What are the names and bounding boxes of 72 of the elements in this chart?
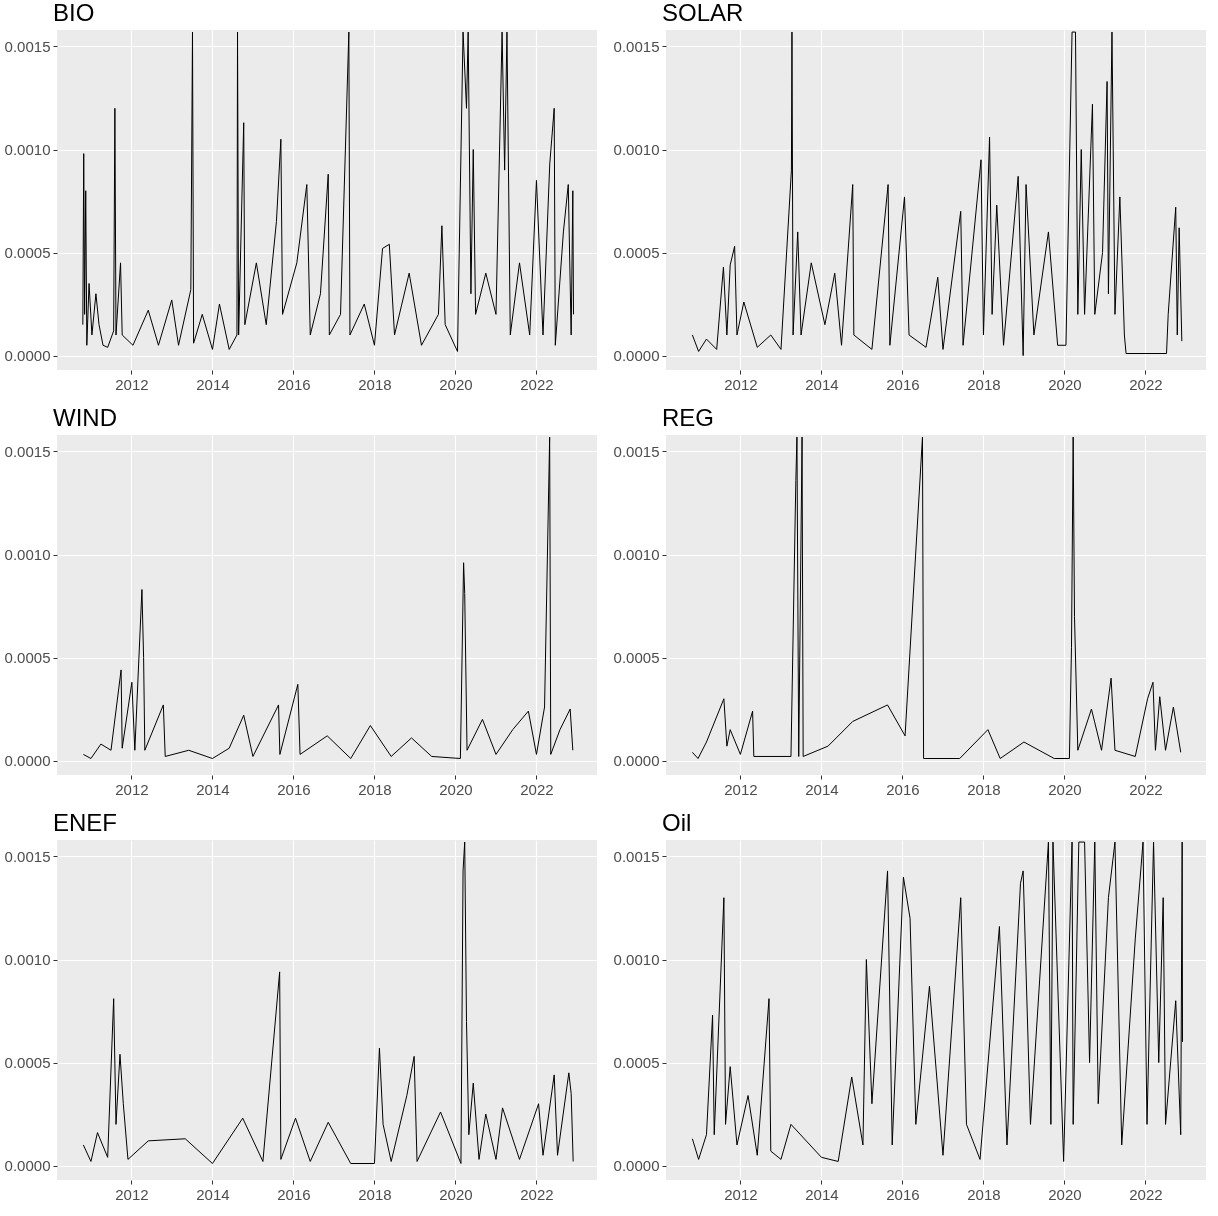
x-tick-label: 2022 (520, 375, 554, 393)
line-series (691, 841, 1183, 1162)
chart-title: Oil (662, 809, 692, 836)
y-tick-label: 0.0015 (4, 442, 51, 460)
y-tick-label: 0.0000 (613, 1157, 660, 1175)
y-tick-label: 0.0000 (4, 752, 51, 770)
chart-title: ENEF (53, 809, 118, 836)
y-tick-label: 0.0010 (4, 951, 51, 969)
x-tick-label: 2018 (358, 375, 392, 393)
x-tick-label: 2016 (886, 375, 920, 393)
x-tick-label: 2012 (724, 1185, 758, 1203)
x-tick-label: 2016 (277, 1185, 311, 1203)
x-tick-label: 2020 (1048, 780, 1082, 798)
y-tick-label: 0.0015 (613, 37, 660, 55)
x-tick-label: 2012 (724, 375, 758, 393)
y-tick-label: 0.0005 (4, 649, 51, 667)
x-tick-label: 2018 (967, 1185, 1001, 1203)
y-tick-label: 0.0010 (613, 546, 660, 564)
chart-title: WIND (53, 404, 117, 431)
line-series (691, 31, 1183, 357)
x-tick-label: 2014 (196, 1185, 230, 1203)
line-series (691, 436, 1182, 760)
y-tick-label: 0.0000 (4, 347, 51, 365)
x-tick-label: 2014 (805, 780, 839, 798)
line-series (82, 436, 574, 760)
x-tick-label: 2016 (277, 780, 311, 798)
x-tick-label: 2012 (115, 375, 149, 393)
x-tick-label: 2022 (1129, 1185, 1163, 1203)
x-tick-label: 2020 (439, 1185, 473, 1203)
chart-title: BIO (53, 0, 95, 26)
line-series (82, 841, 574, 1165)
x-tick-label: 2016 (277, 375, 311, 393)
y-tick-label: 0.0005 (4, 1054, 51, 1072)
x-tick-label: 2022 (520, 1185, 554, 1203)
y-tick-label: 0.0000 (4, 1157, 51, 1175)
x-tick-label: 2022 (1129, 375, 1163, 393)
x-tick-label: 2020 (1048, 1185, 1082, 1203)
x-tick-label: 2020 (439, 375, 473, 393)
chart-title: REG (662, 404, 715, 431)
y-tick-label: 0.0005 (613, 244, 660, 262)
x-tick-label: 2018 (967, 780, 1001, 798)
x-tick-label: 2022 (520, 780, 554, 798)
y-tick-label: 0.0015 (4, 37, 51, 55)
x-tick-label: 2012 (115, 780, 149, 798)
y-tick-label: 0.0015 (4, 847, 51, 865)
y-tick-label: 0.0010 (613, 141, 660, 159)
x-tick-label: 2014 (196, 780, 230, 798)
y-tick-label: 0.0010 (4, 141, 51, 159)
y-tick-label: 0.0010 (613, 951, 660, 969)
x-tick-label: 2020 (439, 780, 473, 798)
x-tick-label: 2018 (358, 780, 392, 798)
y-tick-label: 0.0015 (613, 442, 660, 460)
x-tick-label: 2016 (886, 780, 920, 798)
x-tick-label: 2018 (358, 1185, 392, 1203)
y-tick-label: 0.0010 (4, 546, 51, 564)
x-tick-label: 2020 (1048, 375, 1082, 393)
x-tick-label: 2012 (115, 1185, 149, 1203)
y-tick-label: 0.0000 (613, 347, 660, 365)
x-tick-label: 2014 (805, 1185, 839, 1203)
y-tick-label: 0.0005 (613, 649, 660, 667)
y-tick-label: 0.0005 (4, 244, 51, 262)
y-tick-label: 0.0005 (613, 1054, 660, 1072)
y-tick-label: 0.0015 (613, 847, 660, 865)
x-tick-label: 2018 (967, 375, 1001, 393)
y-tick-label: 0.0000 (613, 752, 660, 770)
x-tick-label: 2014 (196, 375, 230, 393)
x-tick-label: 2012 (724, 780, 758, 798)
line-series (82, 31, 574, 352)
chart-title: SOLAR (662, 0, 744, 26)
x-tick-label: 2016 (886, 1185, 920, 1203)
x-tick-label: 2022 (1129, 780, 1163, 798)
x-tick-label: 2014 (805, 375, 839, 393)
